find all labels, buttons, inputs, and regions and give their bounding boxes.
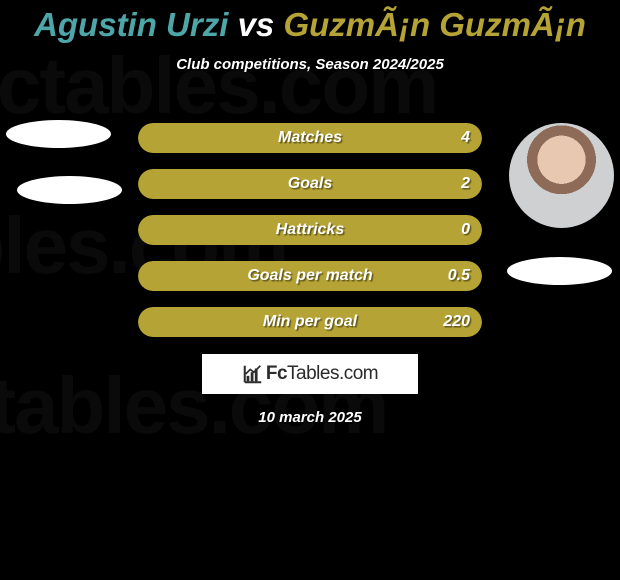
marker-right-1: [507, 257, 612, 285]
bar-label: Goals per match: [138, 261, 482, 291]
fctables-logo[interactable]: FcTables.com: [202, 354, 418, 394]
logo-text: FcTables.com: [266, 363, 378, 385]
bar-value-right: 0: [461, 215, 470, 245]
bar-label: Goals: [138, 169, 482, 199]
watermark: Fctables.com: [0, 40, 437, 132]
avatar-placeholder: [509, 123, 614, 228]
stat-row: Goals2: [138, 169, 482, 199]
page-title: Agustin Urzi vs GuzmÃ¡n GuzmÃ¡n: [0, 0, 620, 44]
bar-value-right: 2: [461, 169, 470, 199]
bar-label: Matches: [138, 123, 482, 153]
stat-row: Matches4: [138, 123, 482, 153]
bar-label: Hattricks: [138, 215, 482, 245]
marker-left-1: [6, 120, 111, 148]
logo-main: Tables: [287, 363, 339, 384]
bar-value-right: 220: [443, 307, 470, 337]
bar-value-right: 4: [461, 123, 470, 153]
chart-icon: [242, 363, 264, 385]
stat-row: Hattricks0: [138, 215, 482, 245]
title-player1: Agustin Urzi: [34, 6, 228, 43]
date-label: 10 march 2025: [0, 409, 620, 426]
bar-label: Min per goal: [138, 307, 482, 337]
logo-suffix: .com: [339, 363, 378, 384]
bar-value-right: 0.5: [448, 261, 470, 291]
logo-prefix: Fc: [266, 363, 287, 384]
avatar-player2: [509, 123, 614, 228]
stat-row: Min per goal220: [138, 307, 482, 337]
stat-row: Goals per match0.5: [138, 261, 482, 291]
subtitle: Club competitions, Season 2024/2025: [0, 56, 620, 73]
title-player2: GuzmÃ¡n GuzmÃ¡n: [283, 6, 585, 43]
stat-bars: Matches4Goals2Hattricks0Goals per match0…: [138, 123, 482, 353]
marker-left-2: [17, 176, 122, 204]
title-vs: vs: [238, 6, 275, 43]
